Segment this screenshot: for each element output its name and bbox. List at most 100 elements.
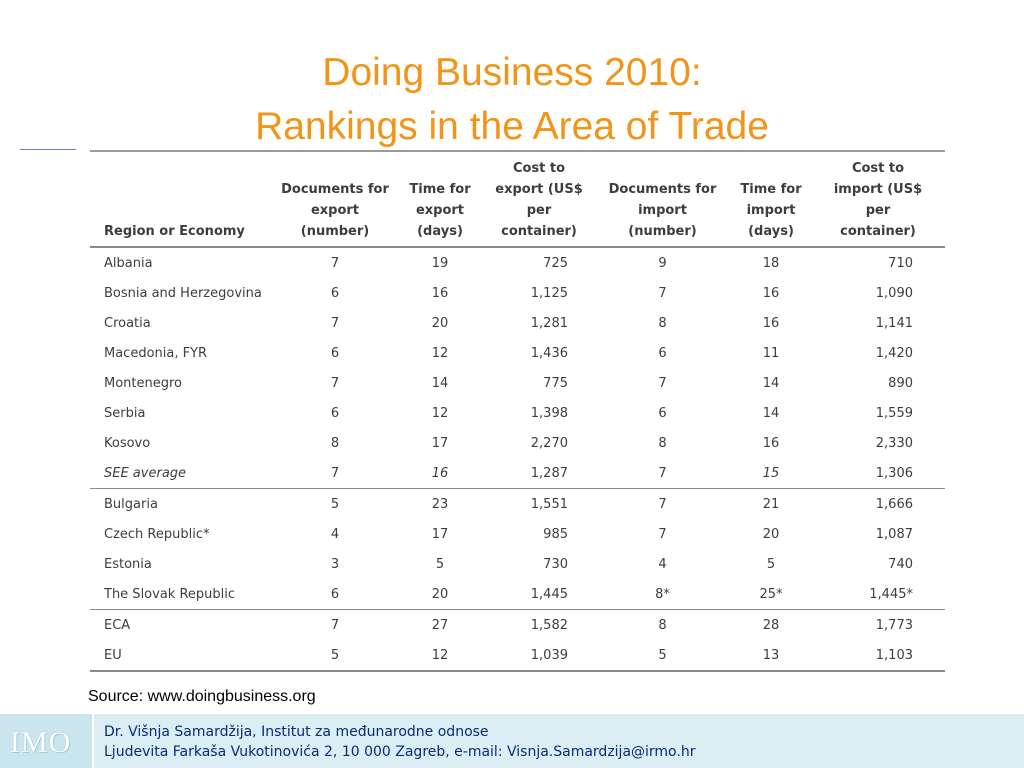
cell-time-export: 12	[431, 345, 449, 361]
accent-rule	[20, 149, 76, 150]
cell-time-import: 16	[762, 315, 780, 331]
cell-economy: Estonia	[104, 556, 152, 572]
cell-time-export: 20	[431, 315, 449, 331]
cell-time-export: 16	[396, 458, 484, 489]
cell-docs-import: 7	[594, 458, 731, 489]
cell-docs-import: 4	[658, 556, 667, 572]
cell-time-import: 21	[762, 496, 780, 512]
cell-cost-export: 1,125	[530, 285, 568, 301]
col-header-line: Documents for	[281, 182, 389, 197]
col-header-line: Cost to	[512, 161, 566, 176]
source-note: Source: www.doingbusiness.org	[88, 688, 316, 705]
cell-time-import: 13	[731, 640, 811, 672]
cell-cost-import: 1,141	[875, 315, 913, 331]
cell-cost-export: 1,582	[530, 617, 568, 633]
cell-docs-import: 9	[658, 255, 667, 271]
col-header-line: export	[415, 203, 465, 218]
table-row: EU 5 12 1,039 5 13 1,103	[90, 640, 945, 672]
cell-time-import: 14	[762, 405, 780, 421]
cell-economy: Macedonia, FYR	[104, 345, 208, 361]
cell-economy: Czech Republic*	[104, 526, 210, 542]
cell-docs-export: 5	[330, 496, 340, 512]
cell-cost-import: 740	[888, 556, 913, 572]
cell-time-import: 16	[762, 435, 780, 451]
slide-title-line-1: Doing Business 2010:	[322, 51, 702, 94]
footer-contact: Dr. Višnja Samardžija, Institut za međun…	[104, 722, 695, 762]
cell-cost-export: 1,398	[530, 405, 568, 421]
col-header-line: Region or Economy	[104, 224, 245, 239]
cell-docs-import: 8	[658, 617, 667, 633]
cell-economy: Bosnia and Herzegovina	[104, 285, 262, 301]
cell-economy: ECA	[104, 617, 131, 633]
cell-economy: Kosovo	[104, 435, 151, 451]
cell-docs-export: 7	[274, 458, 396, 489]
cell-docs-import: 8	[658, 315, 667, 331]
cell-time-import: 5	[766, 556, 776, 572]
cell-docs-import: 7	[658, 285, 667, 301]
cell-cost-export: 730	[543, 556, 568, 572]
cell-economy: EU	[90, 640, 274, 672]
cell-cost-export: 1,551	[530, 496, 568, 512]
cell-cost-import: 1,559	[875, 405, 913, 421]
cell-cost-export: 1,287	[484, 458, 594, 489]
table-row: Czech Republic* 4 17 985 7 20 1,087	[90, 519, 945, 549]
cell-cost-export: 775	[543, 375, 568, 391]
col-header-line: import (US$	[833, 182, 923, 197]
col-header-line: Time for	[409, 182, 471, 197]
col-header-time-export: Time for export (days)	[396, 156, 484, 248]
cell-time-import: 14	[762, 375, 780, 391]
cell-cost-export: 725	[543, 255, 568, 271]
col-header-line: export (US$	[495, 182, 583, 197]
cell-cost-import: 1,103	[811, 640, 945, 672]
cell-time-import: 11	[762, 345, 780, 361]
col-header-line: container)	[501, 224, 577, 239]
cell-docs-export: 6	[330, 345, 340, 361]
table-row: Serbia 6 12 1,398 6 14 1,559	[90, 398, 945, 428]
cell-economy: Montenegro	[104, 375, 183, 391]
col-header-cost-export: Cost to export (US$ per container)	[484, 156, 594, 248]
col-header-line: per	[526, 203, 552, 218]
cell-docs-export: 6	[274, 579, 396, 610]
cell-cost-import: 1,773	[875, 617, 913, 633]
cell-time-export: 17	[431, 435, 449, 451]
cell-economy: The Slovak Republic	[90, 579, 274, 610]
table-row: Montenegro 7 14 775 7 14 890	[90, 368, 945, 398]
cell-time-export: 19	[431, 255, 449, 271]
cell-time-export: 27	[431, 617, 449, 633]
table-row: Albania 7 19 725 9 18 710	[90, 247, 945, 278]
table-header-row: Region or Economy Documents for export (…	[90, 156, 945, 248]
cell-cost-export: 1,039	[484, 640, 594, 672]
cell-time-export: 23	[431, 496, 449, 512]
cell-cost-import: 1,445*	[811, 579, 945, 610]
cell-docs-export: 3	[330, 556, 340, 572]
col-header-line: per	[865, 203, 891, 218]
cell-time-import: 28	[762, 617, 780, 633]
cell-cost-import: 1,306	[811, 458, 945, 489]
footer-address-line: Ljudevita Farkaša Vukotinovića 2, 10 000…	[104, 744, 696, 760]
cell-docs-import: 5	[594, 640, 731, 672]
cell-economy: Croatia	[104, 315, 151, 331]
col-header-line: import	[638, 203, 687, 218]
cell-docs-export: 5	[274, 640, 396, 672]
cell-docs-export: 7	[330, 375, 340, 391]
footer-author-line: Dr. Višnja Samardžija, Institut za međun…	[104, 724, 489, 740]
table-row: The Slovak Republic 6 20 1,445 8* 25* 1,…	[90, 579, 945, 610]
col-header-line: Time for	[740, 182, 802, 197]
cell-docs-import: 8	[658, 435, 667, 451]
cell-economy: SEE average	[90, 458, 274, 489]
cell-cost-export: 985	[543, 526, 568, 542]
cell-docs-export: 6	[330, 285, 340, 301]
cell-economy: Albania	[104, 255, 153, 271]
cell-docs-import: 7	[658, 375, 667, 391]
cell-time-export: 16	[431, 285, 449, 301]
col-header-line: (days)	[417, 224, 463, 239]
footer-bar	[0, 714, 1024, 768]
table-row: Bosnia and Herzegovina 6 16 1,125 7 16 1…	[90, 278, 945, 308]
table-row: ECA 7 27 1,582 8 28 1,773	[90, 610, 945, 641]
table-top-rule	[90, 150, 945, 152]
cell-cost-export: 1,281	[530, 315, 568, 331]
cell-cost-import: 1,087	[875, 526, 913, 542]
cell-cost-import: 890	[888, 375, 913, 391]
table-row: Estonia 3 5 730 4 5 740	[90, 549, 945, 579]
col-header-line: (number)	[300, 224, 370, 239]
